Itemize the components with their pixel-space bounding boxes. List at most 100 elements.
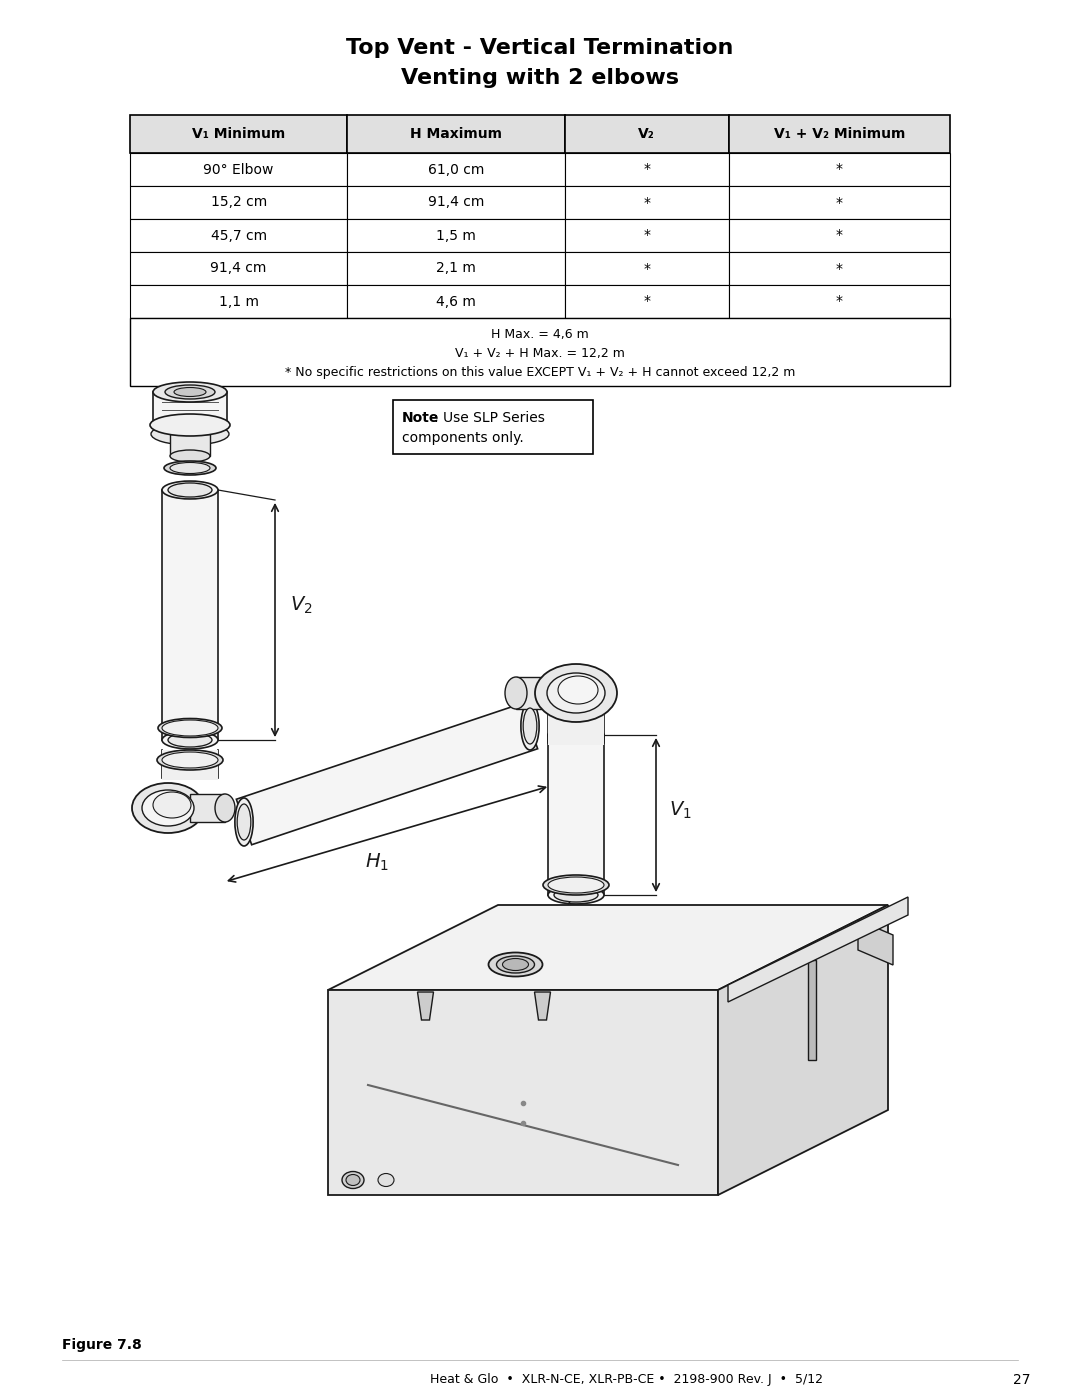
Text: *: * [836, 196, 842, 210]
Ellipse shape [546, 673, 605, 713]
Polygon shape [728, 897, 908, 1002]
Bar [729, 115, 950, 152]
Bar [130, 115, 348, 152]
Bar [729, 252, 950, 285]
Text: *: * [836, 295, 842, 309]
Bar [348, 252, 565, 285]
Ellipse shape [170, 463, 210, 473]
Ellipse shape [162, 732, 218, 748]
Text: : Use SLP Series: : Use SLP Series [434, 411, 545, 425]
Text: V₁ + V₂ Minimum: V₁ + V₂ Minimum [773, 127, 905, 141]
Ellipse shape [162, 753, 218, 768]
Polygon shape [718, 905, 888, 1195]
Bar [170, 434, 210, 456]
Bar [130, 318, 950, 386]
Text: *: * [836, 228, 842, 242]
Text: V₁ + V₂ + H Max. = 12,2 m: V₁ + V₂ + H Max. = 12,2 m [455, 347, 625, 360]
Text: Heat & Glo  •  XLR-N-CE, XLR-PB-CE •  2198-900 Rev. J  •  5/12: Heat & Glo • XLR-N-CE, XLR-PB-CE • 2198-… [430, 1374, 823, 1386]
Bar [516, 677, 550, 709]
Bar [565, 186, 729, 220]
Bar [348, 186, 565, 220]
Text: 91,4 cm: 91,4 cm [211, 262, 267, 276]
Polygon shape [858, 921, 893, 965]
Text: *: * [643, 228, 650, 242]
Bar [548, 734, 604, 895]
Text: 1,1 m: 1,1 m [218, 295, 258, 309]
Bar [393, 400, 593, 455]
Ellipse shape [342, 1171, 364, 1189]
Bar [565, 285, 729, 318]
Ellipse shape [554, 727, 598, 741]
Bar [130, 186, 348, 220]
Bar [348, 285, 565, 318]
Text: $V_2$: $V_2$ [291, 595, 312, 616]
Ellipse shape [234, 797, 253, 846]
Bar [729, 186, 950, 220]
Text: * No specific restrictions on this value EXCEPT V₁ + V₂ + H cannot exceed 12,2 m: * No specific restrictions on this value… [285, 367, 795, 379]
Text: *: * [643, 262, 650, 276]
Text: 2,1 m: 2,1 m [436, 262, 476, 276]
Bar [808, 960, 816, 1060]
Ellipse shape [153, 792, 191, 818]
Ellipse shape [157, 750, 222, 769]
Ellipse shape [162, 720, 218, 736]
Text: H Max. = 4,6 m: H Max. = 4,6 m [491, 327, 589, 341]
Ellipse shape [165, 385, 215, 399]
Text: $H_1$: $H_1$ [365, 852, 389, 873]
Ellipse shape [488, 953, 542, 977]
Text: 90° Elbow: 90° Elbow [203, 162, 274, 176]
Ellipse shape [141, 790, 194, 825]
Text: H Maximum: H Maximum [410, 127, 502, 141]
Text: Top Vent - Vertical Termination: Top Vent - Vertical Termination [347, 38, 733, 57]
Text: V₁ Minimum: V₁ Minimum [192, 127, 285, 141]
Bar [162, 750, 218, 781]
Ellipse shape [523, 708, 537, 744]
Ellipse shape [548, 877, 604, 893]
Bar [729, 152, 950, 186]
Bar [565, 152, 729, 186]
Bar [729, 220, 950, 252]
Bar [548, 715, 604, 746]
Ellipse shape [215, 795, 235, 823]
Bar [162, 490, 218, 740]
Text: 61,0 cm: 61,0 cm [428, 162, 484, 176]
Bar [130, 152, 348, 186]
Text: Figure 7.8: Figure 7.8 [62, 1337, 141, 1351]
Ellipse shape [164, 462, 216, 476]
Bar [348, 220, 565, 252]
Text: *: * [643, 196, 650, 210]
Ellipse shape [502, 958, 528, 971]
Ellipse shape [153, 382, 227, 402]
Ellipse shape [548, 726, 604, 744]
Ellipse shape [170, 450, 210, 462]
Ellipse shape [168, 733, 212, 747]
Bar [130, 252, 348, 285]
Polygon shape [418, 992, 433, 1020]
Ellipse shape [151, 422, 229, 445]
Text: *: * [643, 295, 650, 309]
Text: 4,6 m: 4,6 m [436, 295, 476, 309]
Text: $V_1$: $V_1$ [669, 799, 691, 821]
Text: 27: 27 [1013, 1372, 1030, 1386]
Polygon shape [535, 992, 551, 1020]
Ellipse shape [132, 783, 204, 832]
Text: 91,4 cm: 91,4 cm [428, 196, 484, 210]
Polygon shape [328, 990, 718, 1195]
Bar [130, 220, 348, 252]
Ellipse shape [168, 483, 212, 497]
Ellipse shape [548, 886, 604, 904]
Ellipse shape [346, 1175, 360, 1185]
Text: *: * [836, 162, 842, 176]
Ellipse shape [238, 804, 251, 839]
Bar [565, 115, 729, 152]
Bar [190, 795, 225, 823]
Ellipse shape [174, 388, 206, 396]
Text: 1,5 m: 1,5 m [436, 228, 476, 242]
Bar [348, 115, 565, 152]
Bar [729, 285, 950, 318]
Text: 15,2 cm: 15,2 cm [211, 196, 267, 210]
Bar [565, 220, 729, 252]
Ellipse shape [158, 719, 222, 737]
Polygon shape [328, 905, 888, 990]
Ellipse shape [558, 676, 598, 704]
